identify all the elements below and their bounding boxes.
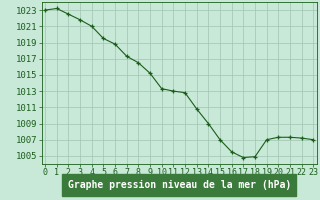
X-axis label: Graphe pression niveau de la mer (hPa): Graphe pression niveau de la mer (hPa) (68, 180, 291, 190)
